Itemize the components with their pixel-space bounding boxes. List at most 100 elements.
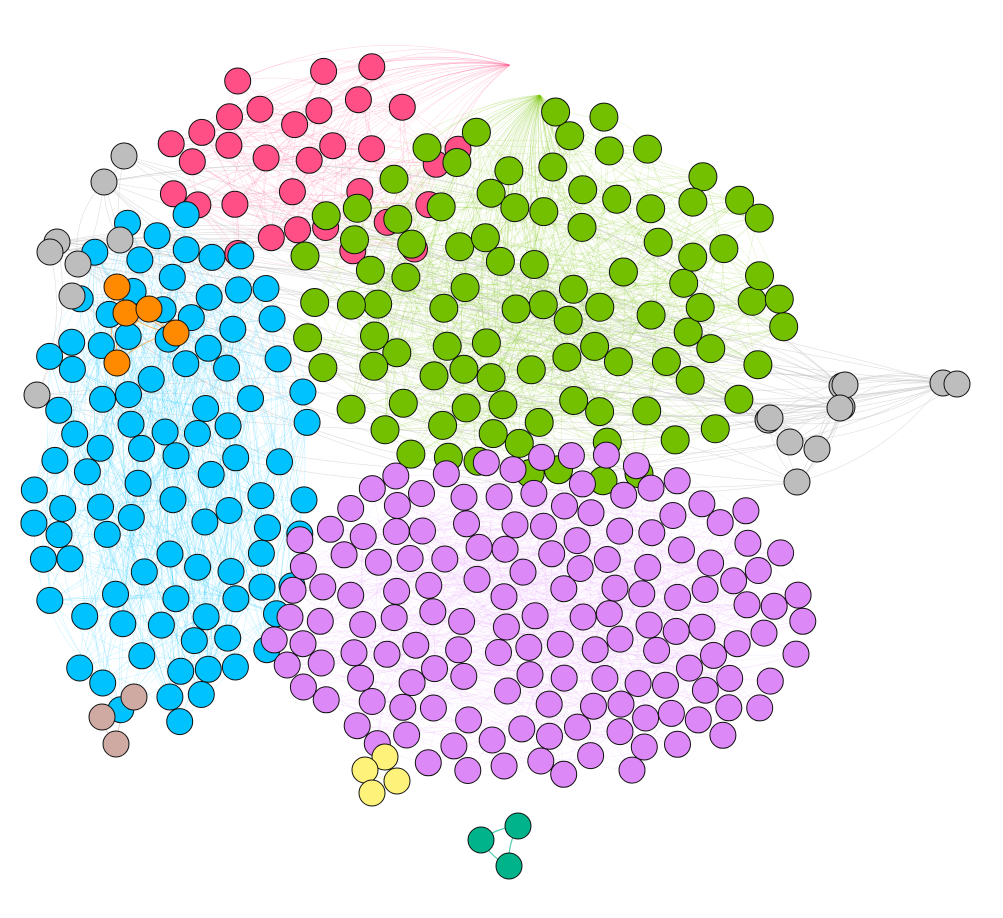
node-gray (756, 404, 784, 432)
node-violet (491, 535, 519, 563)
node-green (724, 384, 754, 414)
node-orange (135, 295, 163, 323)
edge-green (377, 148, 648, 305)
edge-green-hub (539, 94, 740, 400)
node-pink (257, 224, 285, 252)
edge-gray (796, 382, 944, 483)
node-blue (198, 243, 226, 271)
node-gray (23, 381, 51, 409)
node-yellow (351, 756, 379, 784)
node-green (696, 334, 726, 364)
edge-blue (209, 297, 280, 462)
node-violet (521, 602, 549, 630)
edge-pink-hub (323, 49, 511, 72)
edge-pink-hub (197, 64, 511, 206)
edge-blue (34, 339, 169, 491)
node-violet (535, 690, 563, 718)
node-blue (151, 418, 179, 446)
node-orange (112, 299, 140, 327)
node-pink (252, 144, 280, 172)
node-blue (49, 495, 77, 522)
node-green (451, 393, 481, 423)
node-blue (183, 420, 211, 447)
edge-green (393, 179, 647, 412)
edge-gray (56, 241, 958, 385)
node-gray (64, 250, 92, 278)
node-blue (254, 514, 281, 542)
node-green (340, 225, 369, 255)
node-violet (383, 577, 411, 605)
edge-green (405, 277, 689, 334)
node-violet (276, 603, 304, 631)
edge-violet (507, 683, 639, 694)
node-violet (606, 625, 634, 653)
edge-violet (522, 487, 652, 573)
node-blue (87, 493, 114, 521)
edge-gray (789, 382, 944, 443)
edge-green (552, 166, 740, 201)
node-green (360, 321, 389, 351)
node-violet (637, 474, 665, 502)
edge-green (531, 369, 716, 429)
edge-violet (446, 473, 765, 634)
node-pink (344, 86, 372, 114)
node-violet (494, 677, 521, 705)
node-violet (289, 552, 317, 580)
node-violet (734, 529, 762, 557)
edge-violet (503, 531, 620, 597)
node-violet (538, 540, 566, 568)
node-violet (569, 603, 597, 631)
edge-green (411, 221, 583, 245)
edge-blue (191, 317, 280, 462)
edge-green-hub (393, 94, 541, 180)
edge-violet (428, 553, 552, 586)
node-violet (382, 518, 410, 545)
node-green (709, 234, 739, 264)
edge-violet (372, 589, 706, 703)
node-green (429, 293, 459, 323)
edge-blue (69, 314, 119, 559)
edge-green (485, 237, 624, 273)
edge-blue (80, 298, 228, 639)
edge-green (443, 227, 583, 309)
node-pink (319, 132, 347, 160)
node-blue (124, 469, 152, 497)
edge-green (441, 206, 540, 423)
node-violet (652, 671, 679, 699)
node-violet (659, 502, 687, 529)
node-green (308, 353, 338, 383)
edge-green (377, 303, 443, 426)
node-violet (607, 690, 635, 718)
node-blue (159, 486, 187, 514)
edge-gray (71, 292, 843, 387)
node-pink (157, 130, 185, 158)
node-pink (159, 180, 187, 208)
node-violet (490, 752, 518, 780)
node-violet (664, 583, 692, 611)
node-pink (215, 131, 243, 159)
node-violet (580, 692, 607, 720)
node-blue (214, 412, 242, 440)
node-violet (337, 581, 365, 609)
edge-blue (86, 314, 121, 710)
edge-blue (49, 571, 232, 601)
node-violet (307, 649, 335, 677)
node-gray (803, 435, 831, 463)
node-blue (114, 322, 142, 350)
edge-green (647, 149, 760, 276)
node-pink (295, 146, 323, 174)
edge-blue (100, 448, 198, 568)
node-blue (192, 395, 220, 422)
edge-pink (291, 110, 320, 230)
edge-green (594, 248, 725, 347)
node-violet (688, 490, 716, 518)
edge-pink-hub (414, 64, 511, 250)
node-violet (398, 669, 426, 697)
edge-violet (644, 621, 803, 748)
node-green (608, 257, 638, 287)
node-violet (536, 722, 563, 750)
node-pink (178, 148, 206, 176)
edge-violet (302, 527, 652, 644)
edge-violet (303, 566, 633, 771)
edge-pink (234, 198, 388, 223)
